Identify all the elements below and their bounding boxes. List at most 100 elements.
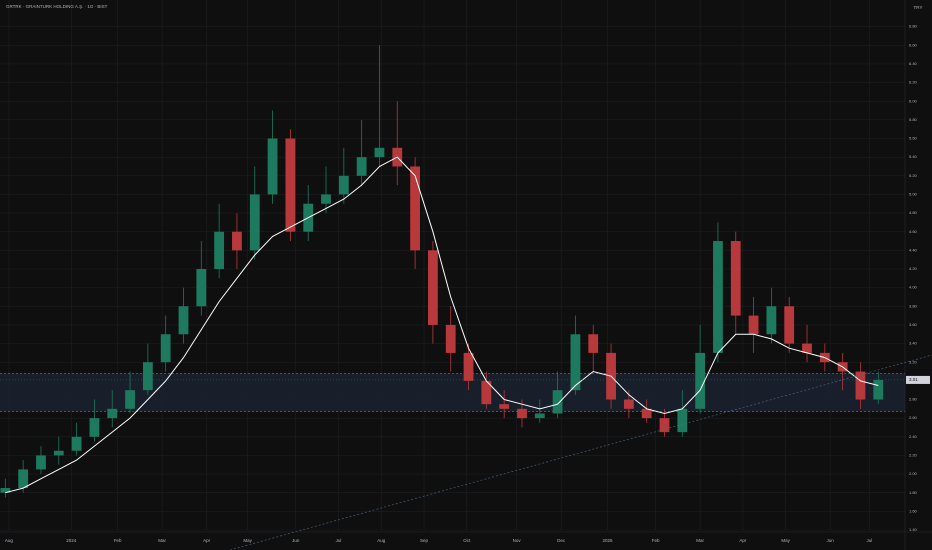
y-tick-label: 3.60 [909, 322, 918, 327]
candle-body [214, 231, 225, 269]
x-tick-label: Oct [463, 538, 471, 543]
x-tick-label: 2024 [66, 538, 77, 543]
candle-body [855, 371, 866, 400]
y-tick-label: 5.80 [909, 117, 918, 122]
x-tick-label: Mar [158, 538, 166, 543]
candle-body [659, 418, 670, 433]
y-tick-label: 1.80 [909, 490, 918, 495]
x-tick-label: Apr [203, 538, 211, 543]
x-tick-label: Jul [866, 538, 872, 543]
y-tick-label: 5.40 [909, 154, 918, 159]
moving-average [5, 156, 879, 494]
x-tick-label: Apr [739, 538, 747, 543]
candle-body [588, 334, 599, 353]
candle-body [125, 390, 135, 409]
x-tick-label: Aug [377, 538, 386, 543]
candle-body [178, 306, 189, 335]
last-price-label: 3.01 [909, 377, 918, 382]
y-tick-label: 4.00 [909, 285, 918, 290]
candle-body [713, 241, 723, 353]
x-tick-label: Feb [114, 538, 122, 543]
candle-body [89, 418, 100, 437]
candle-body [196, 269, 207, 307]
candle-body [570, 334, 581, 391]
candle-body [463, 352, 474, 381]
candle-body [107, 408, 118, 419]
x-tick-label: Mar [696, 538, 704, 543]
y-tick-label: 2.80 [909, 397, 918, 402]
candle-body [677, 408, 688, 433]
y-tick-label: 6.00 [909, 98, 918, 103]
x-tick-label: Aug [5, 538, 14, 543]
last-price-box [906, 375, 930, 384]
candle-body [428, 250, 438, 325]
candle-body [267, 138, 278, 195]
candle-body [748, 315, 759, 335]
y-tick-label: 6.60 [909, 42, 918, 47]
candle-body [784, 306, 795, 344]
x-tick-label: Jul [336, 538, 342, 543]
candle-body [481, 380, 492, 405]
candle-body [730, 241, 741, 316]
y-tick-label: 3.20 [909, 359, 918, 364]
x-tick-label: Nov [513, 538, 522, 543]
candle-body [517, 408, 527, 419]
candle-body [249, 194, 260, 251]
x-tick-label: Dec [557, 538, 566, 543]
candle-body [53, 450, 64, 456]
plot [0, 0, 905, 531]
candle-body [71, 436, 82, 451]
candle-body [160, 334, 171, 363]
y-tick-label: 1.40 [909, 527, 918, 532]
y-tick-label: 4.60 [909, 229, 918, 234]
trend-line [229, 354, 932, 550]
x-tick-label: May [243, 538, 252, 543]
chart-title: GRTRK · GRAINTURK HOLDING A.Ş. · 1G · BI… [6, 4, 108, 9]
candle-body [552, 390, 563, 414]
candle-body [338, 175, 349, 195]
candle-body [374, 147, 385, 158]
y-tick-label: 2.60 [909, 415, 918, 420]
candle-body [142, 362, 153, 391]
candle-body [321, 194, 331, 204]
y-tick-label: 6.80 [909, 24, 918, 29]
candle-body [534, 413, 545, 419]
y-tick-label: 5.60 [909, 136, 918, 141]
currency-label: TRY [914, 5, 923, 10]
x-tick-label: 2025 [602, 538, 613, 543]
x-tick-label: Sep [420, 538, 429, 543]
x-tick-label: May [781, 538, 790, 543]
y-tick-label: 4.40 [909, 247, 918, 252]
y-tick-label: 5.00 [909, 191, 918, 196]
y-tick-label: 4.20 [909, 266, 918, 271]
candle-body [232, 231, 242, 251]
candle-body [410, 166, 420, 251]
x-tick-label: Jun [827, 538, 835, 543]
candle-body [0, 488, 11, 493]
candle-body [766, 306, 777, 335]
y-tick-label: 2.00 [909, 471, 918, 476]
candle-body [695, 352, 706, 409]
y-tick-label: 6.40 [909, 61, 918, 66]
candle-body [285, 138, 296, 232]
y-tick-label: 2.20 [909, 452, 918, 457]
candle-body [499, 404, 510, 409]
x-tick-label: Feb [652, 538, 660, 543]
candle-body [445, 324, 456, 353]
candle-body [623, 399, 634, 409]
y-tick-label: 1.60 [909, 508, 918, 513]
y-tick-label: 4.80 [909, 210, 918, 215]
price-zone [0, 373, 905, 412]
y-tick-label: 3.80 [909, 303, 918, 308]
x-tick-label: Jun [292, 538, 300, 543]
candle-body [36, 455, 46, 470]
candle-body [873, 379, 884, 400]
y-tick-label: 3.40 [909, 341, 918, 346]
candle-body [356, 157, 367, 176]
y-tick-label: 2.40 [909, 434, 918, 439]
y-tick-label: 6.20 [909, 80, 918, 85]
y-tick-label: 5.20 [909, 173, 918, 178]
candle-body [802, 343, 812, 353]
